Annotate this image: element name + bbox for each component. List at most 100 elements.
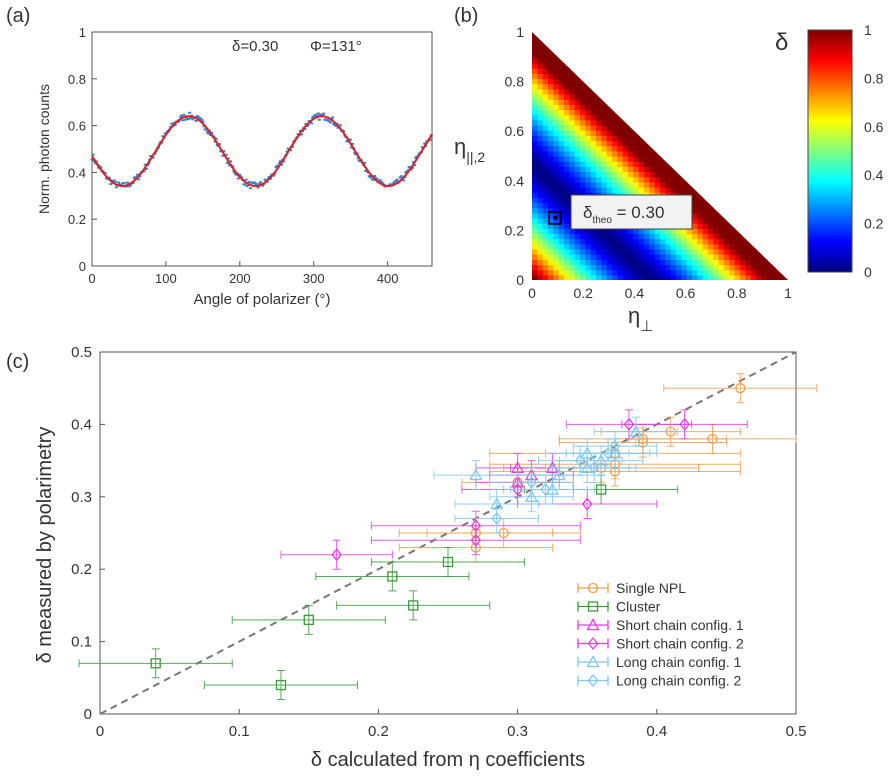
panel-b-heat-cell	[548, 83, 554, 90]
panel-b-heat-cell	[686, 269, 693, 276]
panel-b-heat-cell	[628, 181, 634, 188]
panel-b-heat-cell	[537, 78, 544, 85]
panel-b-heat-cell	[708, 249, 714, 255]
panel-b-heat-cell	[708, 254, 714, 260]
colorbar-tick-label: 0	[864, 264, 872, 280]
colorbar-tick-label: 0.4	[864, 167, 884, 183]
panel-b-heat-cell	[574, 119, 581, 126]
panel-c-y-axis-label: δ measured by polarimetry	[34, 427, 56, 664]
panel-b-heat-cell	[676, 249, 682, 255]
panel-b-heat-cell	[644, 274, 650, 280]
panel-b-heat-cell	[628, 135, 634, 142]
panel-b-heat-cell	[708, 218, 714, 224]
panel-b-heat-cell	[542, 233, 549, 240]
panel-b-heat-cell	[734, 243, 741, 250]
panel-b-heat-cell	[718, 238, 725, 245]
panel-b-heat-cell	[622, 171, 629, 178]
panel-b-heat-cell	[692, 249, 698, 255]
panel-b-heat-cell	[622, 269, 629, 276]
panel-b-heat-cell	[606, 125, 613, 131]
panel-b-heat-cell	[542, 238, 549, 245]
panel-b-heat-cell	[542, 218, 549, 224]
panel-b-heat-cell	[548, 73, 554, 80]
panel-b-heat-cell	[633, 135, 640, 142]
panel-b-heat-cell	[718, 212, 725, 219]
panel-b-heat-cell	[532, 114, 538, 121]
panel-b-heat-cell	[564, 223, 570, 229]
panel-b-heat-cell	[601, 238, 608, 245]
panel-c-y-tick-label: 0.3	[71, 489, 92, 506]
panel-b-chart: 0 0.2 0.4 0.6 0.8 1 0 0.2 0.4 0.6 0.8 1 δtheo = 0.…	[454, 22, 884, 335]
panel-b-heat-cell	[548, 78, 554, 85]
panel-b-heat-cell	[564, 99, 570, 105]
panel-c-y-tick-label: 0.1	[71, 634, 92, 651]
panel-b-heat-cell	[702, 233, 709, 240]
panel-b-heat-cell	[756, 254, 762, 260]
panel-b-heat-cell	[558, 171, 565, 178]
panel-b-heat-cell	[702, 207, 709, 214]
panel-b-heat-cell	[638, 135, 645, 142]
panel-b-heat-cell	[542, 264, 549, 271]
panel-b-heat-cell	[564, 57, 570, 64]
panel-b-heat-cell	[633, 156, 640, 162]
panel-b-heat-cell	[676, 176, 682, 183]
panel-c-x-axis-label: δ calculated from η coefficients	[311, 749, 585, 771]
panel-b-heat-cell	[606, 99, 613, 105]
panel-b-heat-cell	[740, 243, 746, 250]
panel-b-annotation: δtheo = 0.30	[583, 203, 664, 226]
panel-b-heat-cell	[750, 274, 757, 280]
panel-b-heat-cell	[537, 47, 544, 54]
panel-b-heat-cell	[660, 150, 666, 157]
panel-b-heat-cell	[628, 125, 634, 131]
panel-b-heat-cell	[718, 223, 725, 229]
panel-b-heat-cell	[574, 78, 581, 85]
panel-b-heat-cell	[580, 176, 586, 183]
panel-c-error-bar	[551, 452, 637, 483]
panel-b-heat-cell	[740, 254, 746, 260]
panel-b-heat-cell	[649, 238, 656, 245]
legend-swatch-marker	[587, 636, 599, 651]
panel-b-heat-cell	[590, 171, 597, 178]
panel-b-heat-cell	[537, 176, 544, 183]
panel-b-heat-cell	[638, 145, 645, 152]
panel-b-heat-cell	[564, 125, 570, 131]
panel-b-y-tick-label: 0.6	[505, 123, 525, 139]
panel-b-heat-cell	[612, 171, 618, 178]
panel-b-heat-cell	[692, 207, 698, 214]
panel-b-heat-cell	[548, 166, 554, 173]
panel-b-heat-cell	[590, 130, 597, 136]
panel-b-heat-cell	[537, 254, 544, 260]
panel-b-heat-cell	[558, 57, 565, 64]
panel-b-heat-cell	[601, 114, 608, 121]
panel-b-heat-cell	[553, 125, 560, 131]
panel-b-heat-cell	[542, 161, 549, 167]
panel-b-heat-cell	[617, 274, 624, 280]
panel-b-heat-cell	[542, 274, 549, 280]
panel-b-heat-cell	[585, 135, 592, 142]
panel-label-b: (b)	[454, 5, 478, 27]
panel-b-heat-cell	[532, 104, 538, 111]
panel-b-heat-cell	[606, 264, 613, 271]
panel-b-x-tick-label: 0.6	[676, 285, 696, 301]
colorbar-tick-label: 0.8	[864, 70, 884, 86]
panel-b-heat-cell	[553, 135, 560, 142]
panel-b-heat-cell	[596, 109, 602, 116]
panel-b-heat-cell	[628, 187, 634, 193]
panel-b-heat-cell	[585, 130, 592, 136]
panel-b-heat-cell	[692, 181, 698, 188]
panel-b-heat-cell	[724, 218, 730, 224]
panel-b-heat-cell	[638, 228, 645, 235]
panel-b-heat-cell	[724, 249, 730, 255]
panel-b-heat-cell	[564, 218, 570, 224]
panel-b-heat-cell	[564, 73, 570, 80]
panel-b-heat-cell	[622, 119, 629, 126]
panel-b-heat-cell	[569, 150, 576, 157]
panel-b-heat-cell	[622, 254, 629, 260]
panel-b-heat-cell	[553, 249, 560, 255]
panel-b-heat-cell	[617, 130, 624, 136]
panel-b-heat-cell	[585, 104, 592, 111]
panel-b-heat-cell	[628, 140, 634, 147]
panel-b-heat-cell	[740, 233, 746, 240]
panel-b-heat-cell	[772, 264, 778, 271]
panel-b-heat-cell	[692, 269, 698, 276]
